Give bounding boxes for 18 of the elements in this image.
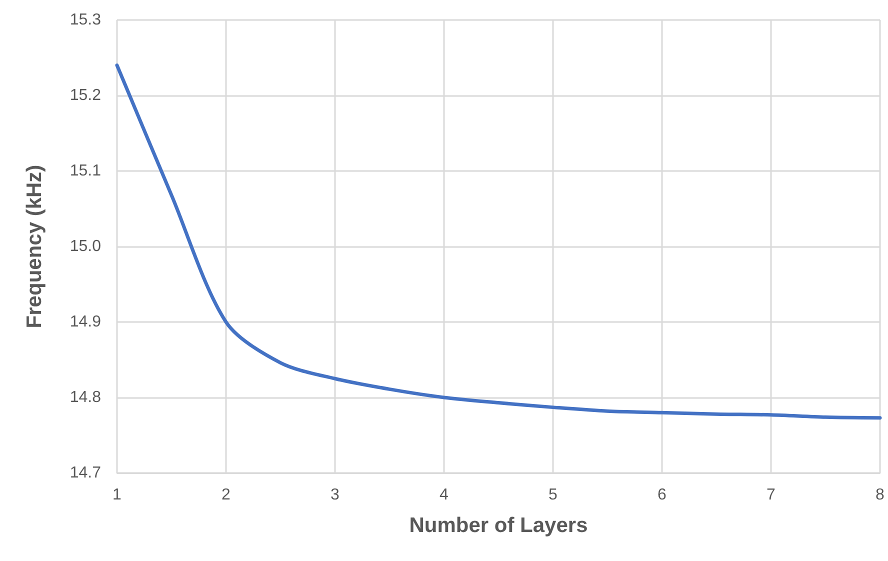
x-tick-label: 8	[876, 486, 885, 504]
y-tick-label: 14.8	[70, 389, 102, 406]
x-tick-label: 2	[222, 486, 231, 504]
y-tick-label: 15.0	[70, 238, 102, 255]
y-tick-label: 14.9	[70, 314, 102, 330]
x-tick-label: 5	[548, 486, 558, 504]
x-tick-label: 6	[658, 486, 667, 504]
y-tick-label: 14.7	[70, 464, 102, 482]
y-tick-label: 15.3	[70, 12, 102, 28]
line-series	[115, 64, 882, 420]
x-tick-label: 4	[440, 486, 449, 504]
y-tick-label: 15.2	[70, 87, 102, 104]
y-axis-title: Frequency (kHz)	[23, 164, 46, 328]
x-axis-title: Number of Layers	[409, 514, 588, 537]
x-tick-label: 1	[112, 486, 122, 504]
y-tick-label: 15.1	[70, 162, 102, 180]
x-tick-label: 3	[330, 486, 340, 504]
x-tick-label: 7	[766, 486, 776, 504]
